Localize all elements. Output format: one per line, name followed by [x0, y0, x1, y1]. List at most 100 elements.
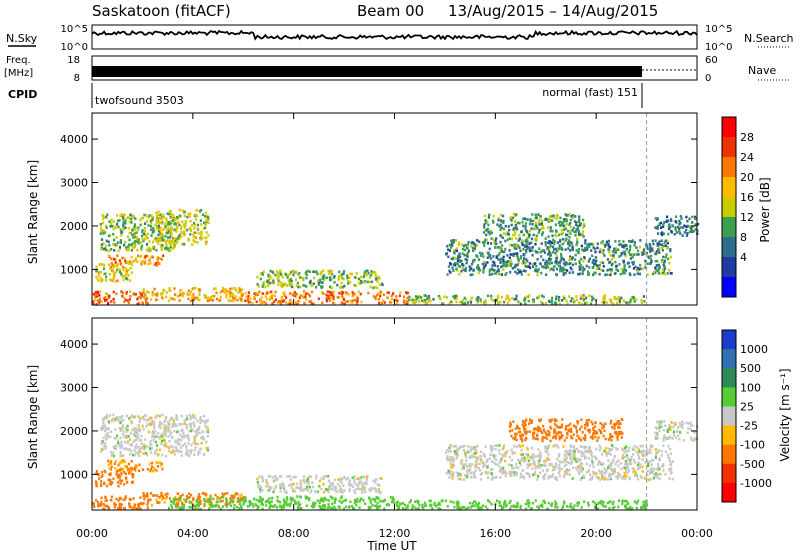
power-cell: [98, 290, 102, 294]
velocity-cell: [123, 507, 126, 511]
velocity-cell: [101, 440, 104, 443]
power-cell: [568, 223, 571, 226]
power-cell: [563, 224, 566, 228]
power-cell: [526, 230, 529, 233]
velocity-cell: [660, 449, 663, 453]
power-cell: [642, 295, 645, 298]
velocity-cell: [117, 441, 120, 445]
power-cell: [269, 296, 272, 299]
power-cell: [601, 261, 604, 265]
power-cell: [213, 294, 216, 298]
power-cell: [305, 285, 308, 288]
power-cell: [105, 275, 108, 279]
velocity-cell: [453, 452, 457, 456]
power-cell: [186, 293, 189, 296]
velocity-cell: [323, 504, 326, 508]
power-cell: [465, 253, 468, 256]
velocity-cell: [486, 466, 489, 469]
velocity-cell: [120, 479, 124, 483]
velocity-cell: [248, 504, 252, 507]
power-cell: [356, 300, 359, 303]
velocity-cell: [145, 425, 148, 428]
velocity-cell: [120, 473, 123, 476]
power-cell: [541, 224, 544, 228]
velocity-cell: [151, 446, 154, 450]
velocity-cell: [115, 436, 118, 440]
velocity-cell: [334, 488, 337, 491]
power-cell: [588, 266, 591, 269]
velocity-cell: [227, 502, 230, 506]
power-cell: [528, 229, 532, 233]
velocity-cell: [403, 503, 407, 507]
power-cell: [112, 227, 115, 231]
power-cell: [565, 222, 568, 226]
velocity-cell: [333, 501, 336, 504]
velocity-cell: [409, 499, 413, 502]
power-cell: [326, 290, 329, 293]
power-cell: [240, 297, 243, 301]
power-cell: [154, 262, 158, 265]
power-cell: [535, 221, 538, 225]
velocity-cell: [320, 497, 323, 500]
velocity-cell: [189, 506, 192, 509]
power-cell: [627, 250, 630, 254]
velocity-cell: [656, 463, 660, 466]
velocity-cell: [569, 502, 572, 506]
power-cell: [605, 243, 609, 247]
power-cell: [367, 272, 370, 275]
power-cell: [332, 297, 335, 301]
power-cell: [524, 265, 527, 268]
power-cell: [660, 272, 663, 275]
power-cell: [540, 222, 543, 225]
power-cell: [461, 243, 464, 246]
power-cell: [513, 220, 517, 223]
velocity-cell: [172, 450, 175, 453]
power-cell: [171, 216, 174, 220]
power-cell: [382, 293, 385, 297]
power-cell: [164, 247, 167, 250]
power-cell: [132, 292, 135, 295]
power-cell: [175, 230, 178, 233]
velocity-cell: [641, 506, 644, 509]
power-cell: [173, 238, 176, 241]
velocity-cell: [261, 503, 264, 506]
velocity-cell: [623, 463, 626, 466]
power-cell: [203, 221, 206, 225]
power-cell: [332, 295, 335, 298]
power-cell: [387, 291, 390, 294]
velocity-region-3: [92, 495, 149, 511]
power-cell: [137, 226, 140, 230]
velocity-cell: [610, 464, 613, 468]
power-cell: [266, 280, 269, 283]
power-cell: [577, 220, 580, 224]
power-cell: [455, 239, 458, 242]
velocity-cell: [163, 439, 166, 442]
power-cell: [531, 253, 534, 257]
power-cell: [107, 301, 110, 305]
power-cell: [104, 279, 108, 282]
power-cell: [622, 269, 625, 273]
power-cell: [635, 246, 638, 249]
power-cell: [163, 216, 166, 219]
velocity-cell: [596, 463, 599, 466]
velocity-cell: [120, 440, 123, 444]
velocity-cell: [327, 479, 330, 483]
velocity-cell: [572, 507, 575, 510]
power-cell: [609, 298, 612, 301]
power-cell: [539, 215, 542, 218]
velocity-cell: [633, 444, 636, 448]
power-cell: [599, 248, 602, 251]
power-cell: [516, 263, 519, 267]
power-cell: [275, 270, 279, 273]
power-cell: [297, 273, 300, 277]
velocity-cell: [440, 499, 443, 503]
velocity-cell: [163, 424, 166, 428]
power-cell: [167, 299, 171, 303]
velocity-cell: [216, 498, 219, 501]
velocity-cell: [486, 460, 489, 463]
nsearch-label: N.Search: [744, 32, 794, 45]
power-cell: [596, 264, 599, 267]
power-cell: [509, 243, 512, 247]
velocity-cell: [640, 506, 643, 509]
velocity-cell: [257, 505, 260, 508]
